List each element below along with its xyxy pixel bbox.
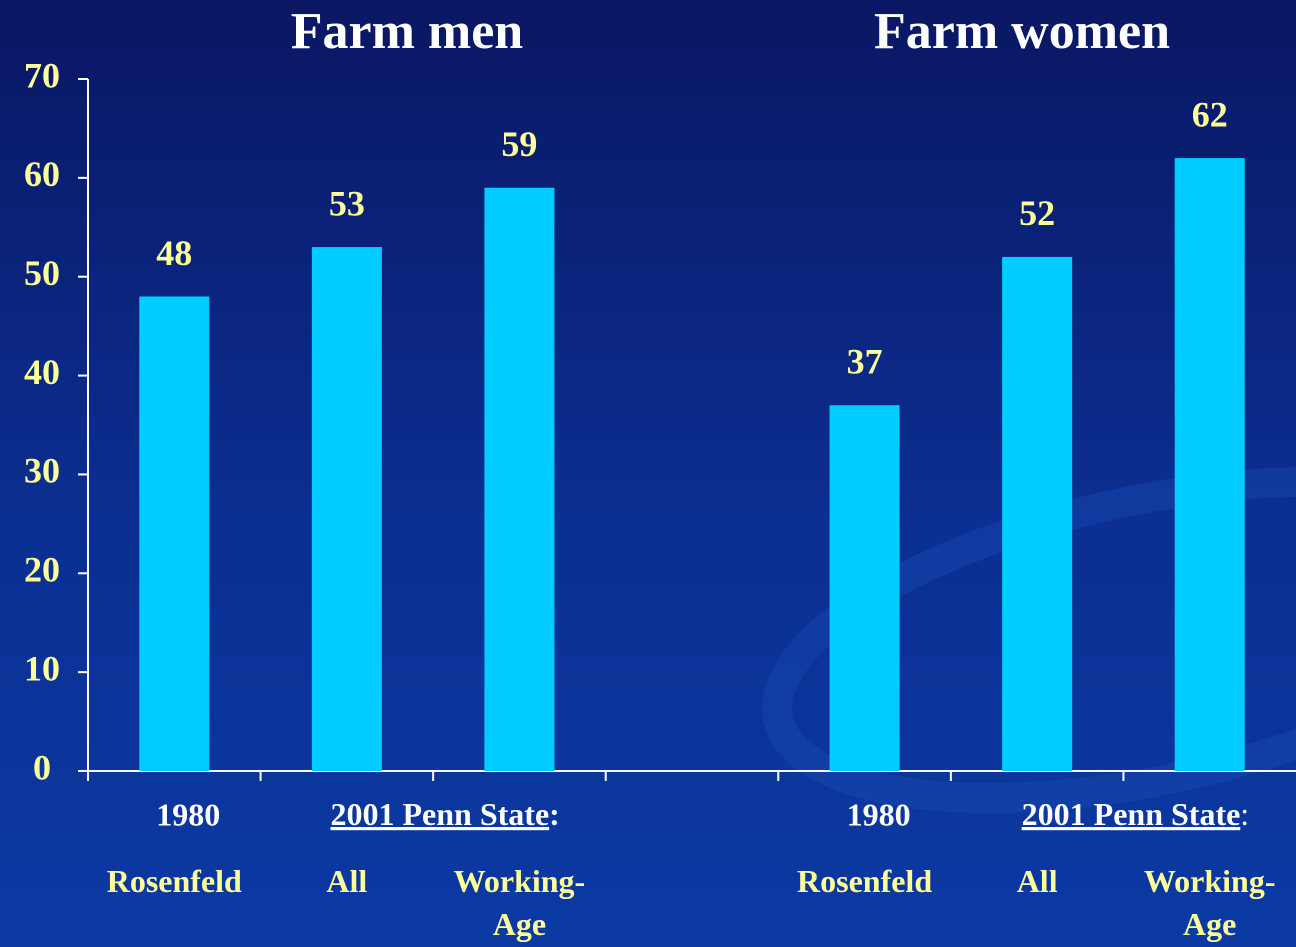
decoration [762, 466, 1296, 814]
y-tick-label: 30 [24, 451, 60, 491]
group-sublabel: 2001 Penn State: [1022, 796, 1250, 832]
x-tick-label: Working-Age [453, 863, 586, 942]
value-label: 48 [156, 233, 192, 273]
bar [484, 187, 555, 771]
bar [1174, 158, 1245, 772]
group-title: Farm men [291, 3, 524, 60]
y-tick-label: 70 [24, 55, 60, 95]
group-title: Farm women [874, 3, 1170, 60]
bar [311, 247, 382, 772]
y-tick-label: 40 [24, 352, 60, 392]
value-label: 37 [847, 341, 883, 381]
y-tick-label: 10 [24, 648, 60, 688]
y-tick-label: 50 [24, 253, 60, 293]
separator: : [1240, 796, 1249, 832]
x-tick-label: Rosenfeld [797, 863, 933, 899]
group-sublabel: 2001 Penn State: [330, 796, 559, 832]
source-label: 2001 Penn State [330, 796, 549, 832]
x-tick-label: Working-Age [1143, 863, 1276, 942]
x-tick-label: Rosenfeld [106, 863, 242, 899]
separator: : [549, 796, 560, 832]
value-label: 53 [329, 183, 365, 223]
value-label: 52 [1019, 193, 1055, 233]
y-tick-label: 0 [33, 747, 51, 787]
y-tick-label: 20 [24, 550, 60, 590]
bar [139, 296, 210, 771]
x-tick-label: All [326, 863, 368, 899]
group-sublabel: 1980 [847, 796, 911, 832]
y-tick-label: 60 [24, 154, 60, 194]
source-label: 2001 Penn State [1022, 796, 1241, 832]
x-tick-label: All [1016, 863, 1058, 899]
value-label: 62 [1192, 94, 1228, 134]
group-sublabel: 1980 [156, 796, 220, 832]
bar [1002, 256, 1073, 771]
value-label: 59 [501, 124, 537, 164]
bar [829, 405, 900, 771]
